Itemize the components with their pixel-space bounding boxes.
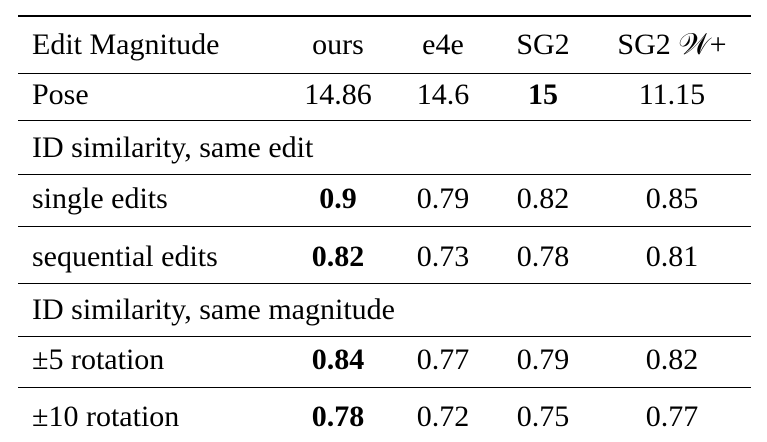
header-sg2: SG2 [516, 28, 570, 61]
cell-e4e: 0.73 [416, 240, 470, 273]
section-rule-4 [18, 336, 751, 337]
top-rule [18, 15, 751, 17]
pose-e4e: 14.6 [416, 78, 470, 111]
row-label: ±10 rotation [32, 400, 180, 433]
cell-e4e: 0.79 [416, 182, 470, 215]
table-row: sequential edits 0.82 0.73 0.78 0.81 [18, 232, 751, 282]
cell-ours: 0.9 [319, 182, 357, 215]
cell-sg2: 0.75 [516, 400, 570, 433]
cell-ours: 0.82 [311, 240, 365, 273]
pose-label: Pose [32, 78, 89, 111]
table-row: single edits 0.9 0.79 0.82 0.85 [18, 174, 751, 224]
cell-sg2-wplus: 0.85 [645, 182, 699, 215]
section-rule-1 [18, 120, 751, 121]
pose-sg2-wplus: 11.15 [638, 78, 706, 111]
table-row: ±10 rotation 0.78 0.72 0.75 0.77 [18, 392, 751, 442]
cell-sg2: 0.79 [516, 343, 570, 376]
row-label: sequential edits [32, 240, 218, 273]
header-rule [18, 73, 751, 74]
cell-sg2-wplus: 0.77 [645, 400, 699, 433]
cell-sg2-wplus: 0.81 [645, 240, 699, 273]
row-label: ±5 rotation [32, 343, 165, 376]
cell-sg2: 0.82 [516, 182, 570, 215]
cell-sg2-wplus: 0.82 [645, 343, 699, 376]
cell-e4e: 0.72 [416, 400, 470, 433]
row-rule [18, 387, 751, 388]
pose-sg2: 15 [528, 78, 558, 111]
row-label: single edits [32, 182, 168, 215]
section-same-magnitude-label: ID similarity, same magnitude [32, 293, 395, 326]
header-sg2-wplus: SG2 𝒲+ [617, 28, 727, 61]
section-header-same-magnitude: ID similarity, same magnitude [18, 285, 751, 335]
pose-row: Pose 14.86 14.6 15 11.15 [18, 70, 751, 120]
cell-e4e: 0.77 [416, 343, 470, 376]
pose-ours: 14.86 [304, 78, 372, 111]
table-row: ±5 rotation 0.84 0.77 0.79 0.82 [18, 335, 751, 385]
header-row: Edit Magnitude ours e4e SG2 SG2 𝒲+ [18, 20, 751, 70]
section-rule-3 [18, 283, 751, 284]
section-header-same-edit: ID similarity, same edit [18, 123, 751, 173]
cell-sg2: 0.78 [516, 240, 570, 273]
header-edit-magnitude: Edit Magnitude [32, 28, 220, 61]
cell-ours: 0.78 [311, 400, 365, 433]
section-rule-2 [18, 174, 751, 175]
header-ours: ours [312, 28, 364, 61]
section-same-edit-label: ID similarity, same edit [32, 131, 314, 164]
row-rule [18, 226, 751, 227]
cell-ours: 0.84 [311, 343, 365, 376]
header-e4e: e4e [422, 28, 464, 61]
